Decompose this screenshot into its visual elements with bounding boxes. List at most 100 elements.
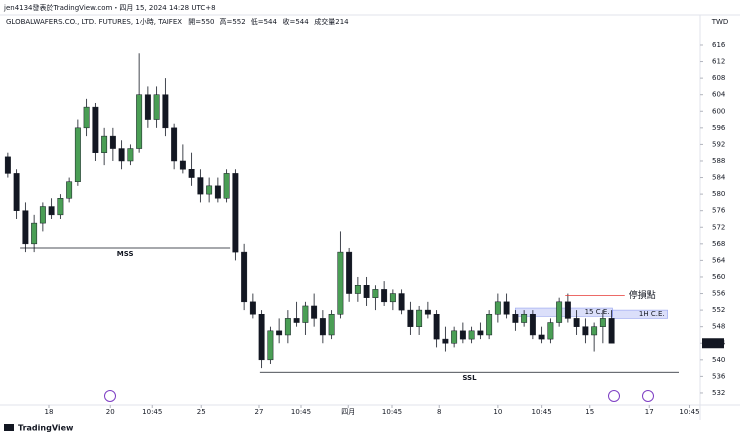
zone-label: 15 C.E.	[585, 308, 610, 316]
y-tick-label: 548	[712, 323, 725, 331]
candle-body	[494, 301, 501, 315]
x-tick-label: 四月	[341, 408, 355, 416]
candle-body	[407, 309, 414, 327]
candle-body	[241, 251, 248, 303]
y-tick-label: 532	[712, 389, 725, 397]
candle-body	[284, 318, 291, 336]
candle-body	[83, 106, 90, 129]
candle-body	[171, 127, 178, 162]
y-tick-label: 608	[712, 74, 725, 82]
candle-body	[608, 318, 615, 344]
currency: TWD	[711, 18, 729, 26]
y-tick-label: 572	[712, 223, 725, 231]
x-tick-label: 10	[493, 408, 502, 416]
candle-body	[599, 318, 606, 327]
y-tick-label: 560	[712, 273, 725, 281]
candle-body	[319, 318, 326, 336]
candle-body	[477, 330, 484, 336]
legend-value: 成交量214	[314, 17, 349, 26]
candle-body	[564, 301, 571, 319]
y-tick-label: 576	[712, 207, 726, 215]
candle-body	[451, 330, 458, 344]
candle-body	[468, 330, 475, 340]
candle-body	[591, 326, 598, 336]
candle-body	[311, 305, 318, 319]
y-tick-label: 604	[712, 91, 726, 99]
y-tick-label: 552	[712, 306, 725, 314]
event-icon	[608, 390, 620, 402]
level-label: 停損點	[629, 289, 656, 301]
y-tick-label: 564	[712, 256, 726, 264]
candle-body	[354, 285, 361, 294]
x-tick-label: 18	[45, 408, 54, 416]
candle-body	[503, 301, 510, 315]
candle-body	[74, 127, 81, 182]
x-tick-label: 10:45	[291, 408, 311, 416]
candle-body	[13, 173, 20, 211]
zone	[612, 309, 668, 319]
candle-body	[101, 135, 108, 153]
candle-body	[188, 169, 195, 178]
x-tick-label: 10:45	[142, 408, 162, 416]
legend-value: 高=552	[219, 17, 245, 26]
candle-body	[57, 198, 64, 216]
legend-value: 開=550	[188, 18, 214, 26]
candle-body	[398, 293, 405, 311]
candle-body	[372, 289, 379, 298]
candle-body	[39, 206, 46, 224]
x-tick-label: 15	[585, 408, 594, 416]
candle-body	[136, 94, 143, 149]
candle-body	[267, 330, 274, 361]
y-tick-label: 540	[712, 356, 725, 364]
y-tick-label: 600	[712, 107, 725, 115]
candle-body	[249, 301, 256, 315]
candle-body	[214, 185, 221, 199]
logo-mark	[4, 424, 14, 431]
x-tick-label: 10:45	[532, 408, 552, 416]
candle-body	[197, 177, 204, 195]
candle-body	[416, 309, 423, 327]
candle-body	[547, 322, 554, 340]
candle-body	[293, 318, 300, 323]
candle-body	[442, 338, 449, 344]
y-tick-label: 588	[712, 157, 725, 165]
last-price-tag	[702, 338, 724, 349]
x-tick-label: 10:45	[679, 408, 699, 416]
candle-body	[424, 309, 431, 315]
header: jen4134發表於TradingView.com・四月 15, 2024 14…	[3, 3, 216, 12]
candle-body	[223, 173, 230, 199]
candle-body	[162, 94, 169, 129]
y-tick-label: 556	[712, 290, 726, 298]
candle-body	[302, 305, 309, 323]
y-tick-label: 616	[712, 41, 726, 49]
candle-body	[459, 330, 466, 340]
x-tick-label: 20	[106, 408, 115, 416]
candle-body	[66, 181, 73, 199]
x-tick-label: 25	[197, 408, 206, 416]
candle-body	[538, 334, 545, 340]
candle-body	[144, 94, 151, 120]
y-tick-label: 536	[712, 372, 726, 380]
candle-body	[328, 313, 335, 336]
y-tick-label: 584	[712, 174, 726, 182]
event-icon	[642, 390, 654, 402]
candle-body	[529, 313, 536, 336]
x-tick-label: 10:45	[382, 408, 402, 416]
candle-body	[232, 173, 239, 253]
x-tick-label: 8	[437, 408, 441, 416]
footer: TradingView	[18, 424, 74, 433]
candle-body	[92, 106, 99, 153]
candle-body	[433, 313, 440, 340]
event-icon	[104, 390, 116, 402]
level-label: SSL	[462, 374, 477, 382]
last-price-label: 544	[706, 339, 720, 347]
candle-body	[582, 326, 589, 336]
legend-value: 低=544	[251, 17, 278, 26]
x-tick-label: 17	[645, 408, 654, 416]
y-tick-label: 592	[712, 140, 725, 148]
candle-body	[337, 251, 344, 315]
y-tick-label: 612	[712, 58, 725, 66]
candle-body	[346, 251, 353, 294]
